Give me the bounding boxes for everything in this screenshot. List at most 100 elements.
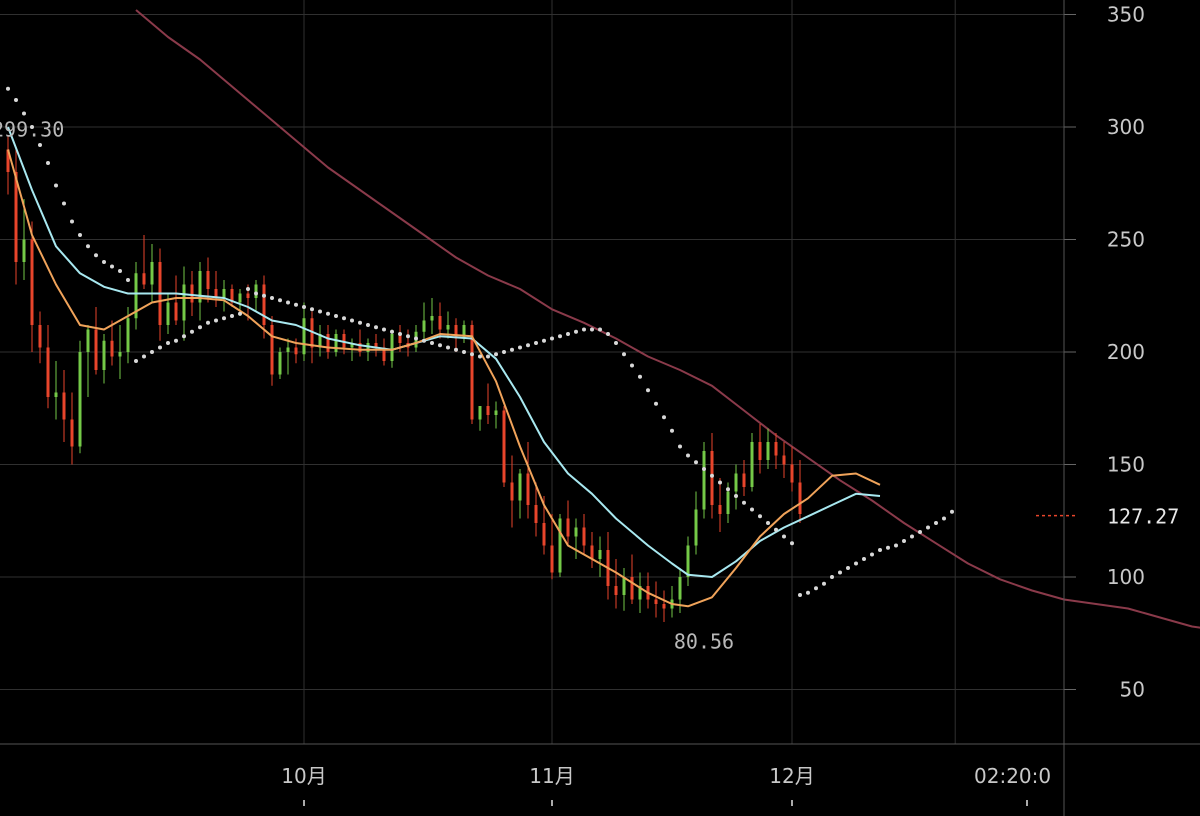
candle: [742, 460, 746, 496]
candle: [630, 554, 634, 604]
sar-dot: [366, 323, 370, 327]
sar-dot: [558, 334, 562, 339]
sar-dot: [30, 125, 34, 129]
sar-dot: [566, 332, 570, 336]
candle-body: [638, 586, 642, 600]
candle-body: [350, 343, 354, 348]
sar-dot: [806, 590, 810, 595]
candle: [758, 424, 762, 474]
sar-dot: [294, 302, 298, 307]
x-tick-label: 12月: [769, 764, 814, 788]
x-tick-label: 10月: [281, 764, 326, 788]
candle-body: [742, 473, 746, 487]
candle: [62, 370, 66, 442]
sar-dot: [382, 327, 386, 332]
candle: [566, 500, 570, 546]
candle: [198, 262, 202, 321]
candle-body: [86, 329, 90, 352]
sar-dot: [862, 557, 866, 561]
candle-body: [254, 284, 258, 298]
candle: [182, 266, 186, 341]
candle: [38, 311, 42, 364]
sar-dot: [486, 354, 490, 359]
sar-dot: [790, 541, 794, 546]
candle: [702, 442, 706, 519]
sar-dot: [742, 500, 746, 505]
candle-body: [294, 347, 298, 355]
candle-body: [310, 318, 314, 348]
sar-dot: [198, 325, 202, 330]
candle: [278, 347, 282, 379]
y-tick-label: 300: [1107, 115, 1145, 139]
sar-dot: [174, 338, 178, 343]
candle-body: [142, 273, 146, 285]
candle-body: [118, 352, 122, 357]
y-tick-label: 200: [1107, 340, 1145, 364]
candle-body: [734, 473, 738, 492]
sar-dot: [646, 388, 650, 393]
candle-body: [398, 334, 402, 343]
candle-body: [766, 442, 770, 460]
candle-body: [214, 289, 218, 298]
sar-dot: [126, 278, 130, 282]
sar-dot: [118, 269, 122, 273]
candle-body: [502, 410, 506, 483]
sar-dot: [606, 332, 610, 336]
sar-dot: [262, 293, 266, 298]
candle: [22, 199, 26, 280]
sar-dot: [246, 287, 250, 291]
sar-dot: [542, 338, 546, 343]
candle: [134, 262, 138, 330]
candle-body: [286, 347, 290, 352]
sar-dot: [326, 311, 330, 316]
sar-dot: [526, 343, 530, 348]
sar-dot: [462, 350, 466, 354]
candle: [30, 221, 34, 352]
sar-dot: [910, 534, 914, 539]
sar-dot: [318, 309, 322, 314]
candle: [310, 311, 314, 364]
sar-dot: [598, 327, 602, 332]
candle: [430, 298, 434, 334]
candle-body: [422, 320, 426, 332]
candle-body: [30, 239, 34, 325]
candle-body: [46, 347, 50, 397]
sar-dot: [902, 539, 906, 543]
candle-body: [782, 455, 786, 465]
candle: [254, 280, 258, 312]
candle-body: [526, 473, 530, 505]
sar-dot: [814, 586, 818, 591]
candle: [374, 334, 378, 357]
candle-body: [382, 347, 386, 361]
candle-body: [62, 392, 66, 420]
sar-dot: [678, 444, 682, 449]
candle-body: [550, 545, 554, 573]
candle: [502, 406, 506, 487]
y-tick-label: 250: [1107, 228, 1145, 252]
candle-body: [302, 318, 306, 355]
candle-body: [278, 352, 282, 375]
candle-body: [558, 518, 562, 573]
sar-dot: [590, 327, 594, 332]
candle-body: [462, 325, 466, 339]
sar-dot: [222, 316, 226, 321]
candle: [438, 302, 442, 339]
sar-dot: [766, 521, 770, 525]
sar-dot: [414, 336, 418, 341]
sar-dot: [166, 341, 170, 345]
sar-dot: [286, 300, 290, 305]
candle: [766, 428, 770, 469]
candle-body: [534, 505, 538, 523]
sar-dot: [350, 318, 354, 323]
sar-dot: [206, 320, 210, 325]
candle-body: [390, 334, 394, 361]
candle-body: [598, 550, 602, 559]
candle-body: [446, 325, 450, 330]
candle: [270, 316, 274, 386]
candle: [654, 581, 658, 618]
sar-dot: [846, 566, 850, 570]
ma-mid-path: [7, 126, 881, 578]
candle-body: [614, 586, 618, 595]
candle-body: [14, 172, 18, 262]
